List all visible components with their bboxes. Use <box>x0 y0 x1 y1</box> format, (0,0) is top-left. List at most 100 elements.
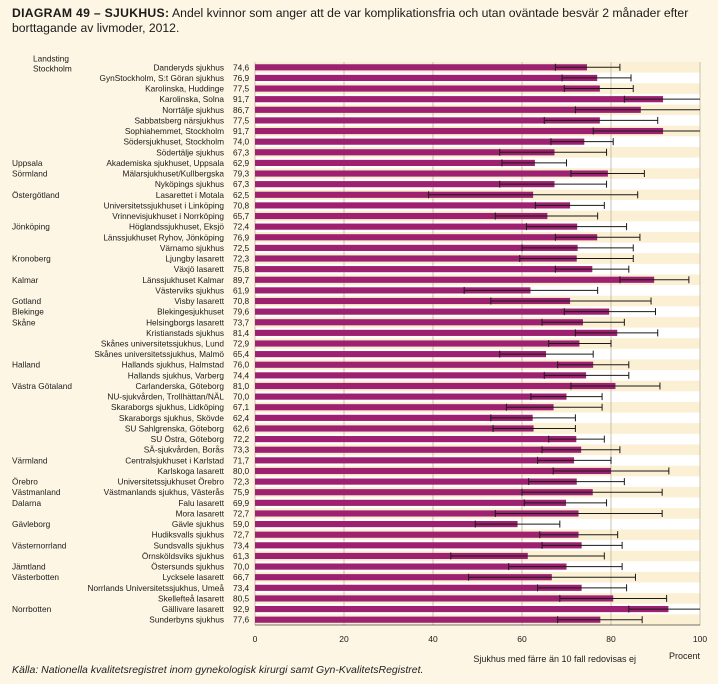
bar <box>255 467 611 475</box>
hospital-label: Lasarettet i Motala <box>156 190 225 200</box>
hospital-label: Lycksele lasarett <box>163 572 225 582</box>
hospital-label: Norrtälje sjukhus <box>162 105 224 115</box>
hospital-label: Värnamo sjukhus <box>160 243 224 253</box>
bar <box>255 297 571 305</box>
value-label: 65,7 <box>233 211 250 221</box>
bar <box>255 499 567 506</box>
region-label: Gävleborg <box>12 519 51 529</box>
value-label: 71,7 <box>233 455 250 465</box>
value-label: 61,3 <box>233 551 250 561</box>
bar <box>255 64 587 71</box>
bar <box>255 436 577 443</box>
region-label: Sörmland <box>12 169 48 179</box>
bar <box>255 287 531 294</box>
value-label: 75,8 <box>233 264 250 274</box>
value-label: 62,5 <box>233 190 250 200</box>
bar <box>255 457 575 464</box>
hospital-label: Södertälje sjukhus <box>156 147 224 157</box>
bar <box>255 117 600 124</box>
bar <box>255 138 585 145</box>
hospital-label: Länssjukhuset Ryhov, Jönköping <box>103 232 224 242</box>
region-label: Halland <box>12 360 41 370</box>
chart-title: DIAGRAM 49 – SJUKHUS: Andel kvinnor som … <box>12 6 706 36</box>
bar <box>255 531 579 538</box>
hospital-label: Skaraborgs sjukhus, Lidköping <box>111 402 224 412</box>
hospital-label: Skånes universitetssjukhus, Lund <box>101 339 225 349</box>
bar <box>255 510 579 517</box>
value-label: 91,7 <box>233 126 250 136</box>
hospital-label: Centralsjukhuset i Karlstad <box>125 455 224 465</box>
hospital-label: Vrinnevisjukhuset i Norrköping <box>112 211 224 221</box>
hospital-label: Sabbatsberg närsjukhus <box>135 115 224 125</box>
bar <box>255 489 593 496</box>
hospital-label: Hallands sjukhus, Halmstad <box>122 360 225 370</box>
value-label: 70,0 <box>233 392 250 402</box>
hospital-label: SÄ-sjukvården, Borås <box>144 445 224 455</box>
hospital-label: Sundsvalls sjukhus <box>153 540 224 550</box>
x-tick-label: 100 <box>693 634 707 644</box>
x-axis-label: Procent <box>669 651 701 661</box>
value-label: 69,9 <box>233 498 250 508</box>
value-label: 72,7 <box>233 508 250 518</box>
value-label: 62,9 <box>233 158 250 168</box>
region-label: Värmland <box>12 455 48 465</box>
hospital-label: Västerviks sjukhus <box>155 285 224 295</box>
bar <box>255 202 571 209</box>
hospital-label: Kristianstads sjukhus <box>146 328 224 338</box>
hospital-label: SU Sahlgrenska, Göteborg <box>125 423 225 433</box>
value-label: 74,4 <box>233 370 250 380</box>
value-label: 86,7 <box>233 105 250 115</box>
bar <box>255 149 555 156</box>
value-label: 76,0 <box>233 360 250 370</box>
value-label: 72,2 <box>233 434 250 444</box>
value-label: 81,0 <box>233 381 250 391</box>
region-label: Östergötland <box>12 190 60 200</box>
hospital-label: Mora lasarett <box>176 508 225 518</box>
bar <box>255 595 614 602</box>
hospital-label: Skellefteå lasarett <box>158 593 225 603</box>
value-label: 80,0 <box>233 466 250 476</box>
bar <box>255 563 567 570</box>
bar <box>255 255 577 262</box>
bar <box>255 329 618 336</box>
value-label: 79,3 <box>233 169 250 179</box>
region-label: Stockholm <box>33 63 72 73</box>
hospital-label: SU Östra, Göteborg <box>151 434 225 444</box>
hospital-label: Skånes universitetssjukhus, Malmö <box>94 349 224 359</box>
hospital-label: GynStockholm, S:t Göran sjukhus <box>99 73 224 83</box>
bar <box>255 244 578 251</box>
hospital-label: Karlskoga lasarett <box>158 466 225 476</box>
hospital-label: Östersunds sjukhus <box>151 562 224 572</box>
bar <box>255 382 616 390</box>
value-label: 67,3 <box>233 147 250 157</box>
value-label: 75,9 <box>233 487 250 497</box>
bar <box>255 74 598 82</box>
value-label: 73,4 <box>233 583 250 593</box>
hospital-label: Akademiska sjukhuset, Uppsala <box>106 158 224 168</box>
x-tick-label: 40 <box>428 634 438 644</box>
value-label: 62,4 <box>233 413 250 423</box>
bar <box>255 616 601 623</box>
value-label: 80,5 <box>233 593 250 603</box>
region-label: Västra Götaland <box>12 381 72 391</box>
value-label: 72,9 <box>233 339 250 349</box>
bar <box>255 414 533 421</box>
bar <box>255 181 555 188</box>
hospital-label: Skaraborgs sjukhus, Skövde <box>119 413 225 423</box>
bar <box>255 574 552 581</box>
value-label: 72,4 <box>233 222 250 232</box>
value-label: 70,8 <box>233 200 250 210</box>
hospital-label: Helsingborgs lasarett <box>146 317 225 327</box>
region-label: Kalmar <box>12 275 39 285</box>
bar <box>255 106 641 113</box>
hospital-label: Länssjukhuset Kalmar <box>142 275 224 285</box>
value-label: 73,7 <box>233 317 250 327</box>
bar <box>255 552 528 560</box>
hospital-label: Karolinska, Huddinge <box>145 84 224 94</box>
value-label: 72,3 <box>233 477 250 487</box>
region-label: Kronoberg <box>12 254 51 264</box>
bar <box>255 340 580 347</box>
x-tick-label: 0 <box>253 634 258 644</box>
value-label: 67,3 <box>233 179 250 189</box>
